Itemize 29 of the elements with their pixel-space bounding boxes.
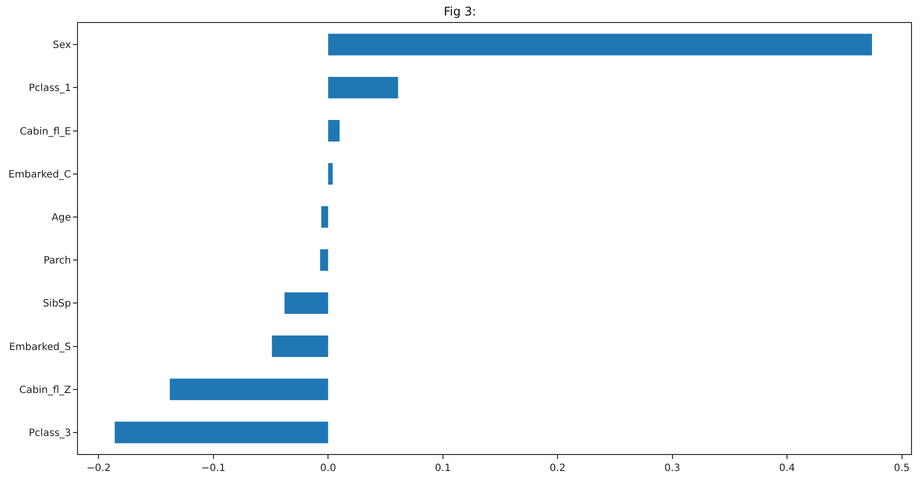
x-tick-label: 0.1 — [434, 463, 451, 474]
y-tick-label: Age — [52, 212, 71, 224]
y-tick-label: Cabin_fl_Z — [19, 384, 72, 396]
bar — [328, 163, 333, 185]
bar — [114, 422, 328, 444]
bar — [320, 249, 328, 271]
bar — [328, 120, 340, 142]
y-tick-label: Embarked_C — [8, 169, 72, 180]
bar — [170, 378, 328, 400]
y-tick-label: Sex — [52, 40, 72, 52]
x-tick-label: 0.4 — [779, 463, 796, 474]
x-tick-label: 0.0 — [320, 463, 336, 474]
x-tick-label: −0.1 — [201, 463, 226, 474]
x-tick-label: 0.3 — [664, 463, 680, 474]
bar — [328, 76, 398, 98]
x-tick-label: 0.2 — [550, 463, 566, 474]
x-tick-label: −0.2 — [86, 463, 111, 474]
y-tick-label: Pclass_1 — [28, 83, 71, 94]
y-tick-label: Cabin_fl_E — [20, 126, 71, 138]
y-tick-label: Pclass_3 — [28, 428, 71, 439]
bar — [321, 206, 328, 228]
x-tick-label: 0.5 — [894, 463, 910, 474]
chart-title: Fig 3: — [444, 4, 476, 19]
y-tick-label: Embarked_S — [9, 342, 71, 353]
bar — [284, 292, 328, 314]
bar — [328, 34, 872, 56]
y-tick-label: Parch — [44, 256, 71, 267]
y-tick-label: SibSp — [42, 298, 71, 310]
bar — [272, 335, 328, 358]
